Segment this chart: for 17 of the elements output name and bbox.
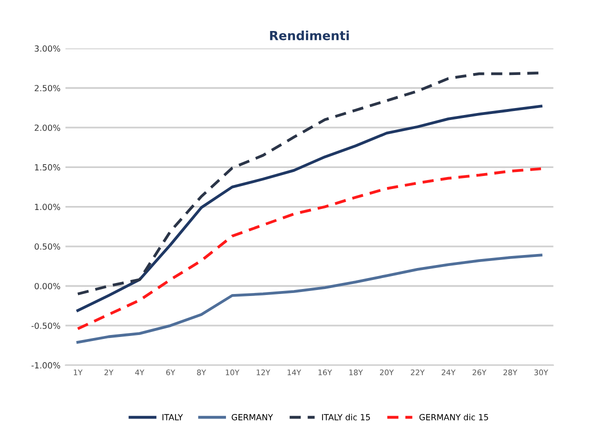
y-tick-label: 0.50% (34, 243, 60, 250)
y-tick-label: 1.50% (35, 164, 60, 170)
y-tick-label: 3.00% (34, 45, 60, 52)
legend-label: ITALY dic 15 (322, 414, 370, 420)
line-series (76, 104, 542, 312)
y-tick-label: -1.00% (32, 362, 60, 368)
line-series (76, 254, 542, 344)
legend-label: ITALY (162, 414, 183, 420)
line-series (76, 167, 542, 330)
chart-title: Rendimenti (270, 30, 349, 40)
legend-label: GERMANY dic 15 (419, 414, 488, 420)
y-tick-label: 2.00% (34, 124, 60, 131)
y-tick-label: 2.50% (34, 84, 60, 92)
y-tick-label: 1.00% (35, 204, 60, 210)
y-tick-label: -0.50% (32, 322, 60, 329)
legend-label: GERMANY (232, 414, 273, 420)
y-tick-label: 0.00% (34, 282, 60, 290)
